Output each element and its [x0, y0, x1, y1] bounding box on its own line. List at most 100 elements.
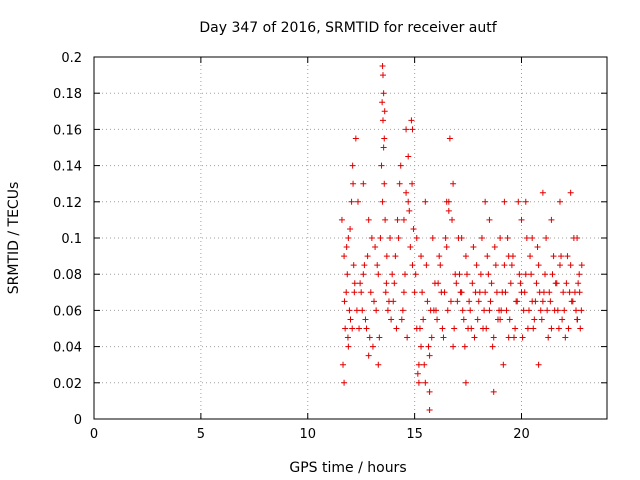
data-point — [360, 271, 367, 278]
data-point — [504, 235, 511, 241]
data-point — [353, 307, 360, 314]
data-point — [415, 361, 422, 368]
data-point — [492, 262, 499, 269]
data-point — [463, 271, 470, 278]
data-point — [544, 307, 551, 314]
data-point — [567, 262, 574, 269]
data-point — [429, 235, 436, 241]
data-point — [377, 235, 384, 241]
data-point — [369, 343, 376, 350]
data-point — [407, 244, 414, 251]
data-point — [540, 289, 547, 296]
data-point — [340, 361, 347, 368]
data-point — [391, 280, 398, 287]
data-point — [574, 316, 581, 323]
data-point — [387, 235, 394, 241]
data-point — [576, 289, 583, 296]
data-point — [470, 244, 477, 251]
data-points — [338, 63, 585, 413]
data-point — [490, 334, 497, 341]
data-point — [473, 262, 480, 269]
data-point — [379, 198, 386, 205]
data-point — [513, 298, 520, 305]
data-point — [346, 307, 353, 314]
data-point — [380, 144, 387, 151]
data-point — [558, 253, 565, 260]
data-point — [404, 334, 411, 341]
data-point — [413, 235, 420, 241]
data-point — [485, 271, 492, 278]
data-point — [460, 316, 467, 323]
data-point — [360, 180, 367, 187]
data-point — [477, 271, 484, 278]
data-point — [500, 361, 507, 368]
data-point — [533, 280, 540, 287]
data-point — [427, 307, 434, 314]
data-point — [523, 235, 530, 241]
data-point — [489, 343, 496, 350]
data-point — [520, 307, 527, 314]
data-point — [350, 262, 357, 269]
data-point — [379, 63, 386, 70]
data-point — [383, 253, 390, 260]
data-point — [467, 307, 474, 314]
data-point — [378, 162, 385, 169]
data-point — [486, 307, 493, 314]
data-point — [348, 198, 355, 205]
x-tick-label: 10 — [299, 427, 316, 442]
y-tick-label: 0.12 — [53, 196, 82, 211]
chart-title: Day 347 of 2016, SRMTID for receiver aut… — [199, 20, 497, 36]
data-point — [444, 307, 451, 314]
data-point — [375, 271, 382, 278]
x-tick-label: 5 — [197, 427, 205, 442]
data-point — [411, 289, 418, 296]
data-point — [371, 298, 378, 305]
data-point — [535, 262, 542, 269]
data-point — [352, 135, 359, 142]
data-point — [409, 262, 416, 269]
data-point — [567, 189, 574, 196]
y-tick-label: 0 — [74, 413, 82, 428]
data-point — [497, 235, 504, 241]
data-point — [381, 180, 388, 187]
data-point — [405, 153, 412, 160]
data-point — [406, 207, 413, 214]
data-point — [555, 325, 562, 332]
data-point — [364, 253, 371, 260]
data-point — [522, 198, 529, 205]
data-point — [481, 307, 488, 314]
x-tick-labels: 0 5 10 15 20 — [90, 427, 530, 442]
data-point — [349, 325, 356, 332]
data-point — [379, 72, 386, 79]
data-point — [453, 280, 460, 287]
data-point — [345, 235, 352, 241]
data-point — [476, 289, 483, 296]
data-point — [423, 262, 430, 269]
data-point — [416, 325, 423, 332]
data-point — [424, 298, 431, 305]
data-point — [410, 225, 417, 232]
data-point — [454, 298, 461, 305]
data-point — [365, 352, 372, 359]
data-point — [368, 235, 375, 241]
data-point — [450, 343, 457, 350]
data-point — [396, 180, 403, 187]
data-point — [461, 343, 468, 350]
data-point — [357, 280, 364, 287]
data-point — [542, 271, 549, 278]
data-point — [375, 361, 382, 368]
data-point — [384, 307, 391, 314]
data-point — [502, 289, 509, 296]
data-point — [483, 325, 490, 332]
data-point — [367, 289, 374, 296]
data-point — [349, 162, 356, 169]
data-point — [482, 289, 489, 296]
data-point — [539, 189, 546, 196]
data-point — [516, 271, 523, 278]
data-point — [437, 262, 444, 269]
data-point — [519, 334, 526, 341]
data-point — [543, 235, 550, 241]
data-point — [393, 325, 400, 332]
data-point — [528, 271, 535, 278]
